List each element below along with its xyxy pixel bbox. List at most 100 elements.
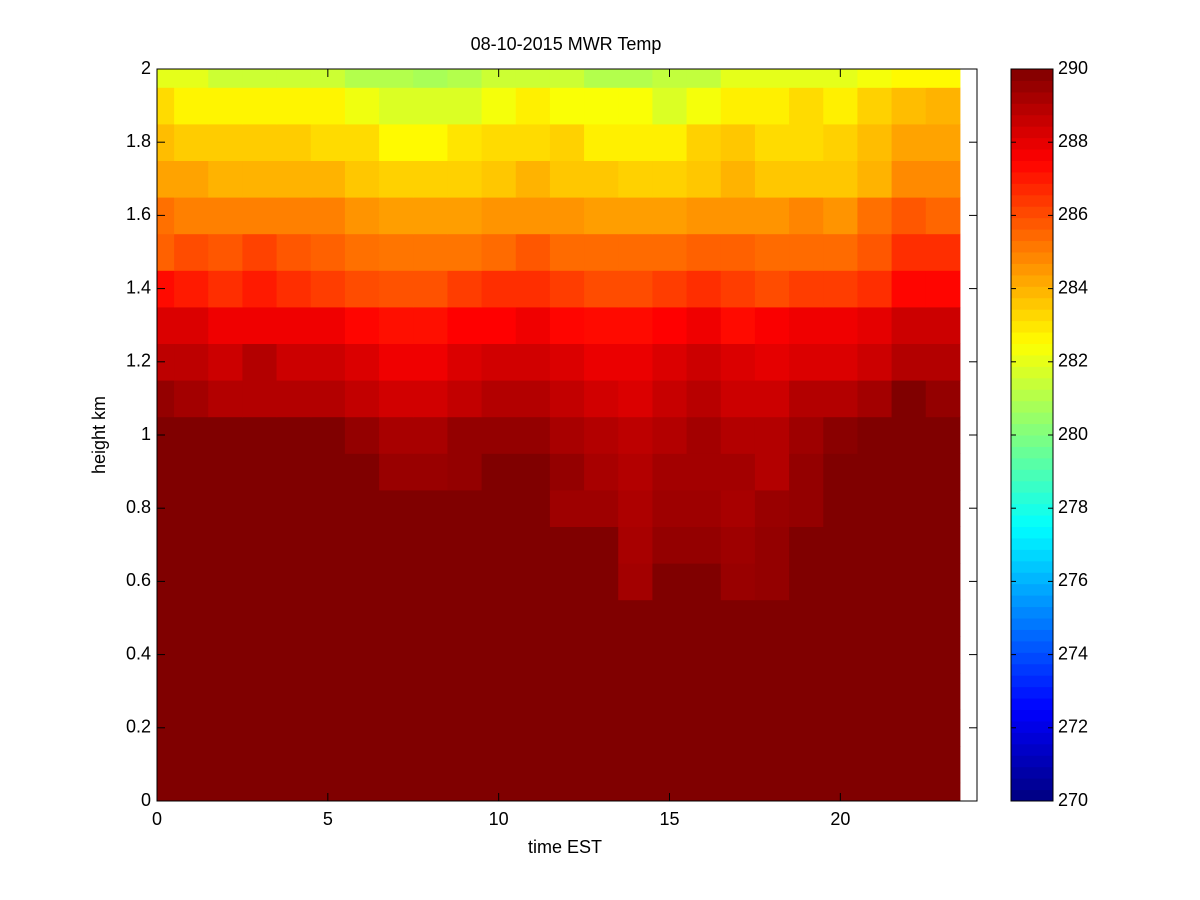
colorbar-tick-label: 290	[1058, 58, 1088, 78]
heat-cell	[310, 489, 346, 527]
heat-cell	[157, 233, 175, 271]
colorbar-swatch	[1011, 80, 1053, 93]
heat-cell	[174, 599, 209, 637]
heat-cell	[789, 306, 824, 344]
heat-cell	[891, 270, 927, 308]
heat-cell	[379, 160, 414, 198]
heat-cell	[174, 746, 209, 784]
heat-cell	[242, 526, 278, 564]
heat-cell	[789, 197, 824, 235]
heat-cell	[686, 672, 722, 710]
heat-cell	[447, 69, 483, 88]
heat-cell	[157, 306, 175, 344]
heat-cell	[686, 306, 722, 344]
heat-cell	[652, 672, 688, 710]
heat-cell	[549, 233, 585, 271]
heat-cell	[925, 270, 961, 308]
heat-cell	[208, 87, 243, 125]
heat-cell	[891, 380, 927, 418]
heat-cell	[549, 123, 585, 161]
heat-cell	[754, 526, 790, 564]
heat-cell	[549, 709, 585, 747]
heat-cell	[379, 672, 414, 710]
heat-cell	[652, 233, 688, 271]
heat-cell	[720, 123, 756, 161]
heat-cell	[344, 87, 380, 125]
heat-cell	[584, 160, 619, 198]
heat-cell	[789, 160, 824, 198]
heat-cell	[857, 197, 893, 235]
heat-cell	[379, 599, 414, 637]
heat-cell	[344, 343, 380, 381]
heat-cell	[413, 416, 448, 454]
heat-cell	[686, 782, 722, 802]
colorbar-swatch	[1011, 377, 1053, 390]
heat-cell	[344, 160, 380, 198]
heat-cell	[174, 672, 209, 710]
heat-cell	[823, 160, 858, 198]
heat-cell	[379, 69, 414, 88]
heat-cell	[208, 526, 243, 564]
heat-cell	[242, 87, 278, 125]
heat-cell	[276, 87, 312, 125]
colorbar-tick-label: 286	[1058, 204, 1088, 224]
heat-cell	[242, 709, 278, 747]
colorbar-swatch	[1011, 171, 1053, 184]
heat-cell	[925, 416, 961, 454]
heat-cell	[857, 123, 893, 161]
heat-cell	[481, 709, 517, 747]
heat-cell	[344, 270, 380, 308]
heat-cell	[925, 599, 961, 637]
heat-cell	[276, 636, 312, 674]
heat-cell	[789, 636, 824, 674]
heat-cell	[174, 380, 209, 418]
colorbar-tick-label: 280	[1058, 424, 1088, 444]
heat-cell	[652, 453, 688, 491]
heat-cell	[344, 380, 380, 418]
heat-cell	[857, 636, 893, 674]
heat-cell	[549, 197, 585, 235]
colorbar-tick-label: 272	[1058, 717, 1088, 737]
heat-cell	[276, 416, 312, 454]
heat-cell	[481, 270, 517, 308]
heat-cell	[618, 746, 653, 784]
heat-cell	[208, 636, 243, 674]
heat-cell	[823, 197, 858, 235]
heat-cell	[344, 599, 380, 637]
heat-cell	[157, 453, 175, 491]
heat-cell	[447, 87, 483, 125]
heat-cell	[857, 746, 893, 784]
heat-cell	[447, 416, 483, 454]
heat-cell	[447, 306, 483, 344]
x-tick-label: 5	[323, 809, 333, 829]
heat-cell	[276, 380, 312, 418]
heat-cell	[157, 489, 175, 527]
heat-cell	[379, 343, 414, 381]
heat-cell	[652, 87, 688, 125]
heat-cell	[891, 197, 927, 235]
heat-cell	[413, 306, 448, 344]
heat-cell	[379, 380, 414, 418]
heat-cell	[242, 746, 278, 784]
heat-cell	[344, 672, 380, 710]
heat-cell	[652, 123, 688, 161]
heat-cell	[720, 599, 756, 637]
colorbar-swatch	[1011, 400, 1053, 413]
colorbar-swatch	[1011, 389, 1053, 402]
heat-cell	[310, 160, 346, 198]
heat-cell	[857, 69, 893, 88]
heat-cell	[276, 270, 312, 308]
heat-cell	[515, 416, 551, 454]
heat-cell	[242, 270, 278, 308]
heat-cell	[481, 782, 517, 802]
heat-cell	[208, 233, 243, 271]
heat-cell	[310, 782, 346, 802]
heat-cell	[447, 489, 483, 527]
heat-cell	[618, 123, 653, 161]
heat-cell	[276, 160, 312, 198]
heat-cell	[157, 526, 175, 564]
heat-cell	[789, 489, 824, 527]
heat-cell	[584, 782, 619, 802]
heat-cell	[652, 782, 688, 802]
heat-cell	[549, 87, 585, 125]
